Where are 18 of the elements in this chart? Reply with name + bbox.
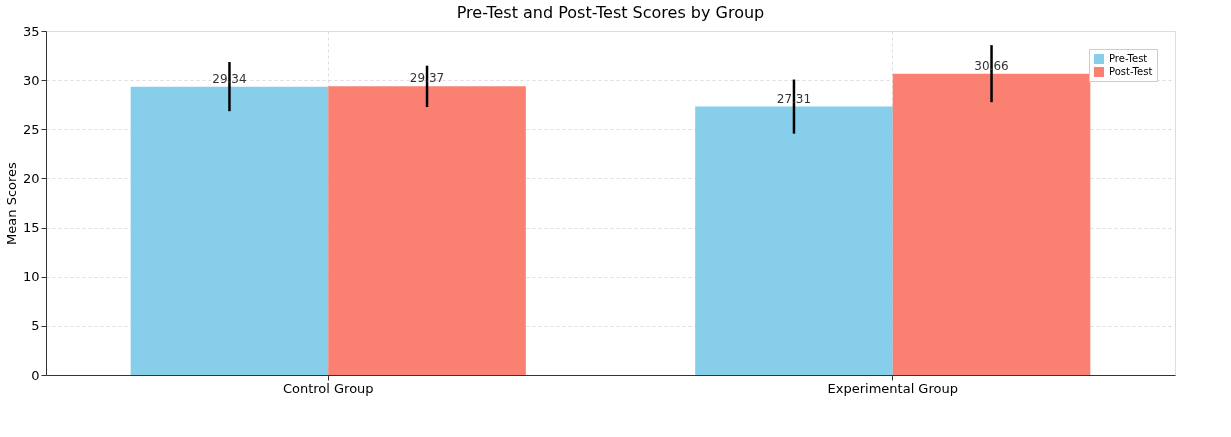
y-tick-label: 5 bbox=[31, 318, 40, 334]
x-tick-label: Control Group bbox=[282, 380, 374, 396]
y-tick-label: 25 bbox=[22, 121, 40, 137]
legend-label: Pre-Test bbox=[1109, 53, 1148, 64]
y-axis-title: Mean Scores bbox=[3, 161, 19, 245]
bar bbox=[892, 73, 1091, 375]
y-tick-label: 10 bbox=[22, 269, 40, 285]
bar bbox=[130, 86, 329, 375]
y-tick-label: 35 bbox=[22, 23, 40, 39]
legend-label: Post-Test bbox=[1109, 66, 1153, 77]
y-tick-label: 15 bbox=[22, 220, 40, 236]
y-tick-label: 30 bbox=[22, 72, 40, 88]
y-tick-label: 0 bbox=[31, 367, 40, 383]
bar bbox=[328, 86, 526, 375]
y-tick-label: 20 bbox=[22, 170, 40, 186]
x-tick-label: Experimental Group bbox=[827, 380, 958, 396]
bar bbox=[695, 106, 893, 375]
chart-title: Pre-Test and Post-Test Scores by Group bbox=[456, 3, 765, 22]
